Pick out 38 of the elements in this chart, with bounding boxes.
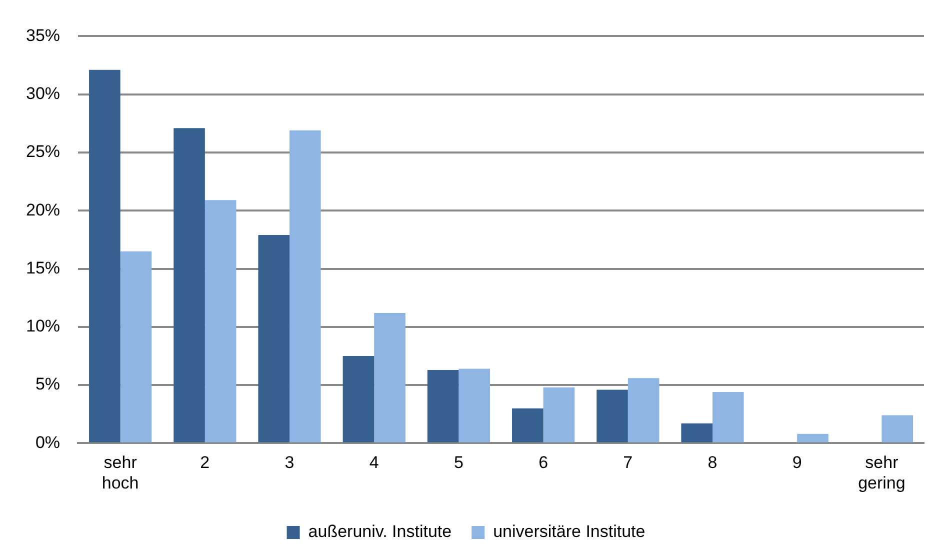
y-tick-label: 30%: [26, 84, 60, 104]
bar: [628, 378, 660, 442]
x-tick-label: 7: [623, 453, 633, 472]
x-tick-label: sehr gering: [858, 453, 906, 492]
x-tick-label: 8: [708, 453, 718, 472]
y-tick-label: 15%: [26, 258, 60, 278]
legend-label: außeruniv. Institute: [308, 522, 452, 542]
y-tick-label: 25%: [26, 142, 60, 162]
bar: [174, 128, 205, 442]
y-tick-label: 10%: [26, 316, 60, 336]
bar: [681, 423, 713, 442]
y-tick-label: 5%: [35, 374, 60, 394]
bar: [543, 387, 575, 442]
legend-label: universitäre Institute: [493, 522, 646, 542]
x-tick-label: 5: [454, 453, 464, 472]
bar: [427, 370, 459, 442]
bar: [290, 130, 321, 442]
x-tick-label: 9: [792, 453, 802, 472]
x-tick-label: sehr hoch: [102, 453, 139, 492]
x-tick-label: 2: [200, 453, 210, 472]
bar: [342, 356, 374, 442]
bar: [458, 368, 490, 442]
y-tick-label: 35%: [26, 26, 60, 45]
bar: [89, 70, 120, 442]
bar: [374, 312, 406, 442]
bar: [596, 390, 628, 442]
y-tick-label: 0%: [35, 432, 60, 452]
bar: [512, 408, 544, 442]
bar: [797, 434, 828, 442]
y-tick-label: 20%: [26, 200, 60, 220]
bar: [712, 392, 744, 442]
x-tick-label: 4: [369, 453, 379, 472]
bar: [120, 251, 152, 442]
x-tick-label: 3: [284, 453, 294, 472]
x-tick-label: 6: [538, 453, 548, 472]
bar: [204, 200, 236, 442]
bar: [882, 415, 914, 442]
bar: [258, 235, 290, 442]
